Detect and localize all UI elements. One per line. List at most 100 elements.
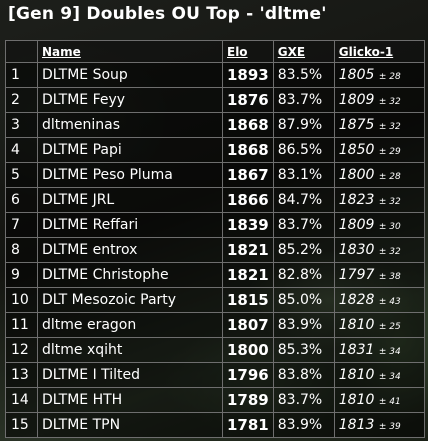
table-row: 2 DLTME Feyy 1876 83.7% 1809 ± 32: [5, 87, 426, 113]
player-name[interactable]: DLTME entrox: [37, 237, 223, 263]
player-name[interactable]: DLTME Soup: [37, 62, 223, 88]
player-name[interactable]: DLTME HTH: [37, 387, 223, 413]
glicko-deviation: ± 32: [378, 97, 401, 107]
glicko-rating: 1828: [338, 292, 375, 308]
glicko-cell: 1800 ± 28: [333, 162, 426, 188]
table-row: 3 dltmeninas 1868 87.9% 1875 ± 32: [5, 112, 426, 138]
elo-cell: 1789: [222, 387, 274, 413]
rank-cell: 7: [5, 212, 38, 238]
table-row: 8 DLTME entrox 1821 85.2% 1830 ± 32: [5, 237, 426, 263]
player-name[interactable]: DLTME Peso Pluma: [37, 162, 223, 188]
gxe-sort-link[interactable]: GXE: [277, 44, 306, 59]
glicko-cell: 1809 ± 30: [333, 212, 426, 238]
glicko-cell: 1823 ± 32: [333, 187, 426, 213]
glicko-deviation: ± 30: [378, 222, 401, 232]
table-row: 11 dltme eragon 1807 83.9% 1810 ± 25: [5, 312, 426, 338]
elo-cell: 1800: [222, 337, 274, 363]
glicko-deviation: ± 32: [378, 247, 401, 257]
glicko-rating: 1809: [338, 92, 375, 108]
player-name[interactable]: DLT Mesozoic Party: [37, 287, 223, 313]
page-title: [Gen 9] Doubles OU Top - 'dltme': [8, 4, 327, 24]
glicko-rating: 1809: [338, 217, 375, 233]
glicko-cell: 1831 ± 34: [333, 337, 426, 363]
glicko-cell: 1830 ± 32: [333, 237, 426, 263]
table-header-row: Name Elo GXE Glicko-1: [5, 40, 426, 63]
glicko-rating: 1800: [338, 167, 375, 183]
gxe-cell: 82.8%: [272, 262, 335, 288]
player-name[interactable]: DLTME JRL: [37, 187, 223, 213]
elo-cell: 1821: [222, 262, 274, 288]
glicko-deviation: ± 34: [378, 372, 401, 382]
elo-cell: 1868: [222, 137, 274, 163]
glicko-rating: 1813: [338, 417, 375, 433]
player-name[interactable]: DLTME I Tilted: [37, 362, 223, 388]
elo-cell: 1867: [222, 162, 274, 188]
rank-cell: 1: [5, 62, 38, 88]
gxe-cell: 86.5%: [272, 137, 335, 163]
rank-cell: 6: [5, 187, 38, 213]
name-header-label: Name: [42, 44, 81, 59]
glicko-deviation: ± 32: [378, 122, 401, 132]
glicko-rating: 1830: [338, 242, 375, 258]
glicko-cell: 1810 ± 41: [333, 387, 426, 413]
glicko-cell: 1810 ± 25: [333, 312, 426, 338]
player-name[interactable]: DLTME Christophe: [37, 262, 223, 288]
ladder-table: Name Elo GXE Glicko-1 1 DLTME Soup 1893 83.…: [5, 40, 426, 438]
table-row: 4 DLTME Papi 1868 86.5% 1850 ± 29: [5, 137, 426, 163]
rank-cell: 9: [5, 262, 38, 288]
glicko-cell: 1813 ± 39: [333, 412, 426, 438]
gxe-cell: 83.8%: [272, 362, 335, 388]
elo-cell: 1866: [222, 187, 274, 213]
glicko-rating: 1850: [338, 142, 375, 158]
gxe-cell: 83.7%: [272, 212, 335, 238]
player-name[interactable]: DLTME TPN: [37, 412, 223, 438]
glicko-deviation: ± 28: [378, 172, 401, 182]
glicko-deviation: ± 32: [378, 197, 401, 207]
rank-cell: 3: [5, 112, 38, 138]
rank-cell: 11: [5, 312, 38, 338]
glicko-rating: 1875: [338, 117, 375, 133]
elo-cell: 1839: [222, 212, 274, 238]
elo-cell: 1796: [222, 362, 274, 388]
elo-column-header[interactable]: Elo: [222, 40, 274, 63]
glicko-column-header[interactable]: Glicko-1: [333, 40, 426, 63]
glicko-cell: 1828 ± 43: [333, 287, 426, 313]
gxe-column-header[interactable]: GXE: [272, 40, 335, 63]
table-row: 13 DLTME I Tilted 1796 83.8% 1810 ± 34: [5, 362, 426, 388]
table-row: 6 DLTME JRL 1866 84.7% 1823 ± 32: [5, 187, 426, 213]
glicko-rating: 1810: [338, 317, 375, 333]
glicko-cell: 1809 ± 32: [333, 87, 426, 113]
table-row: 9 DLTME Christophe 1821 82.8% 1797 ± 38: [5, 262, 426, 288]
glicko-deviation: ± 28: [378, 72, 401, 82]
glicko-cell: 1805 ± 28: [333, 62, 426, 88]
glicko-cell: 1810 ± 34: [333, 362, 426, 388]
player-name[interactable]: DLTME Papi: [37, 137, 223, 163]
glicko-deviation: ± 38: [378, 272, 401, 282]
player-name[interactable]: DLTME Reffari: [37, 212, 223, 238]
gxe-cell: 83.7%: [272, 387, 335, 413]
gxe-cell: 83.9%: [272, 412, 335, 438]
elo-sort-link[interactable]: Elo: [227, 44, 248, 59]
glicko-rating: 1831: [338, 342, 375, 358]
player-name[interactable]: dltmeninas: [37, 112, 223, 138]
table-row: 10 DLT Mesozoic Party 1815 85.0% 1828 ± 43: [5, 287, 426, 313]
elo-cell: 1781: [222, 412, 274, 438]
player-name[interactable]: DLTME Feyy: [37, 87, 223, 113]
rank-cell: 5: [5, 162, 38, 188]
glicko-deviation: ± 34: [378, 347, 401, 357]
glicko-deviation: ± 25: [378, 322, 401, 332]
glicko-deviation: ± 43: [378, 297, 401, 307]
glicko-sort-link[interactable]: Glicko-1: [338, 44, 394, 59]
player-name[interactable]: dltme eragon: [37, 312, 223, 338]
rank-cell: 15: [5, 412, 38, 438]
gxe-cell: 87.9%: [272, 112, 335, 138]
glicko-rating: 1810: [338, 367, 375, 383]
elo-cell: 1868: [222, 112, 274, 138]
glicko-rating: 1805: [338, 67, 375, 83]
rank-cell: 8: [5, 237, 38, 263]
player-name[interactable]: dltme xqiht: [37, 337, 223, 363]
glicko-rating: 1823: [338, 192, 375, 208]
elo-cell: 1815: [222, 287, 274, 313]
gxe-cell: 85.0%: [272, 287, 335, 313]
table-row: 15 DLTME TPN 1781 83.9% 1813 ± 39: [5, 412, 426, 438]
